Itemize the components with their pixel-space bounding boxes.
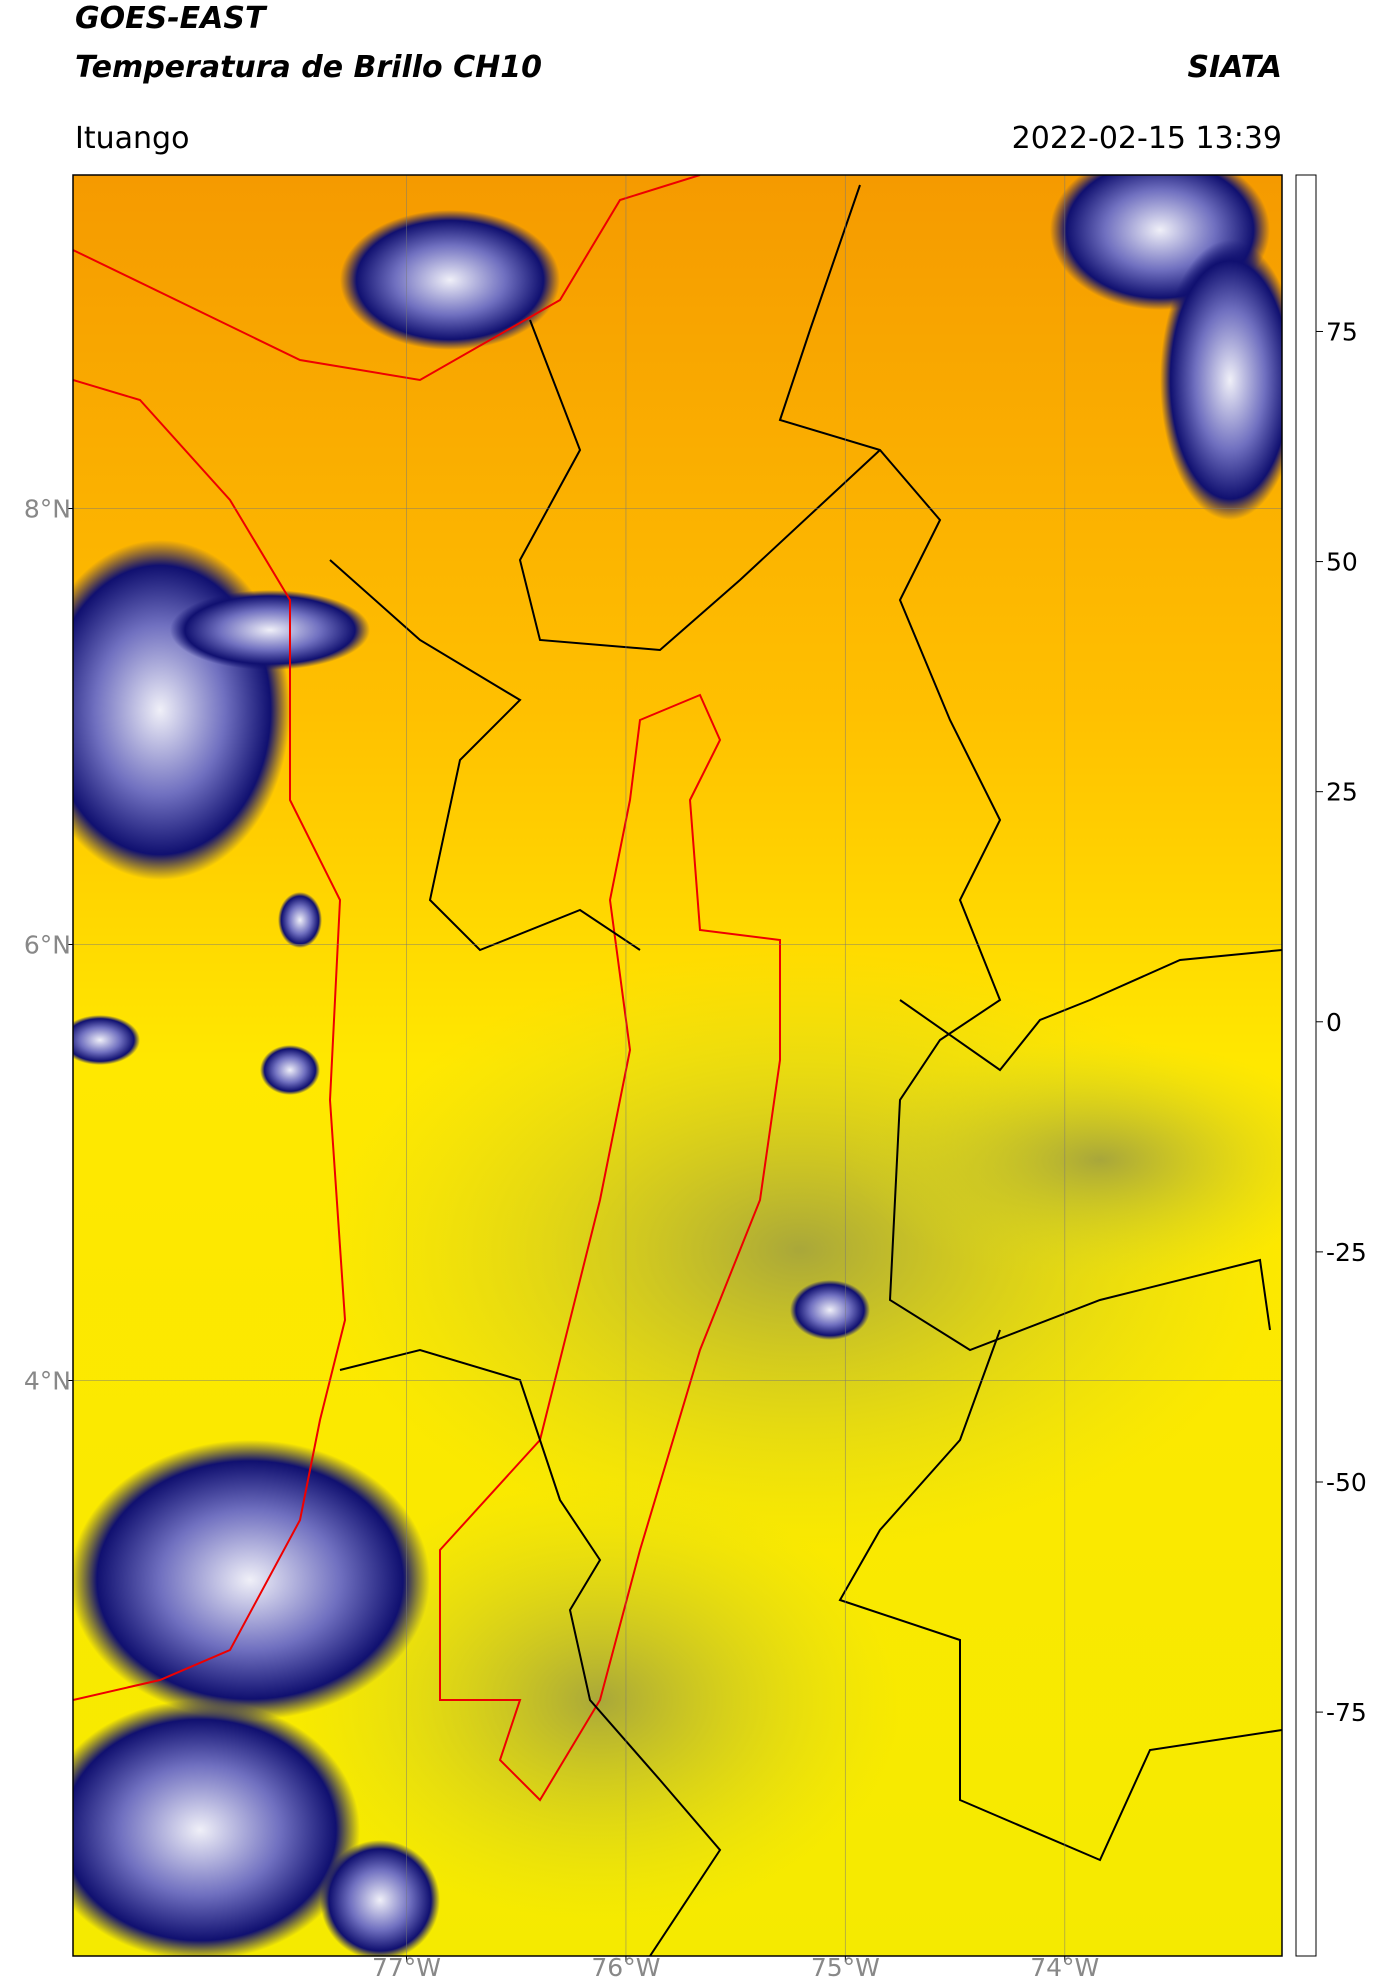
colorbar-tick-label: 50 bbox=[1326, 548, 1358, 577]
y-tick-label: 8°N bbox=[24, 495, 71, 524]
datetime: 2022-02-15 13:39 bbox=[1012, 121, 1282, 156]
source: SIATA bbox=[1188, 50, 1282, 85]
title: GOES-EAST bbox=[75, 1, 268, 36]
colorbar-tick-label: 0 bbox=[1326, 1008, 1342, 1037]
x-tick-label: 77°W bbox=[372, 1953, 441, 1981]
colorbar-tick-label: 75 bbox=[1326, 317, 1358, 346]
x-tick-label: 76°W bbox=[591, 1953, 660, 1981]
x-tick-label: 74°W bbox=[1030, 1953, 1099, 1981]
y-tick-label: 4°N bbox=[24, 1366, 71, 1395]
graticule bbox=[67, 175, 1282, 1962]
x-tick-label: 75°W bbox=[811, 1953, 880, 1981]
subtitle: Temperatura de Brillo CH10 bbox=[75, 50, 542, 85]
y-tick-label: 6°N bbox=[24, 931, 71, 960]
colorbar-tick-label: 25 bbox=[1326, 778, 1358, 807]
colorbar: 75 50 25 0 -25 -50 -75 bbox=[1295, 174, 1367, 1957]
colorbar-tick-label: -50 bbox=[1326, 1468, 1367, 1497]
colorbar-fill bbox=[1295, 174, 1317, 1957]
colorbar-tick-label: -25 bbox=[1326, 1238, 1367, 1267]
location: Ituango bbox=[75, 121, 189, 156]
map-frame bbox=[72, 174, 1283, 1957]
colorbar-tick-label: -75 bbox=[1326, 1698, 1367, 1727]
satellite-image bbox=[73, 175, 1282, 1956]
